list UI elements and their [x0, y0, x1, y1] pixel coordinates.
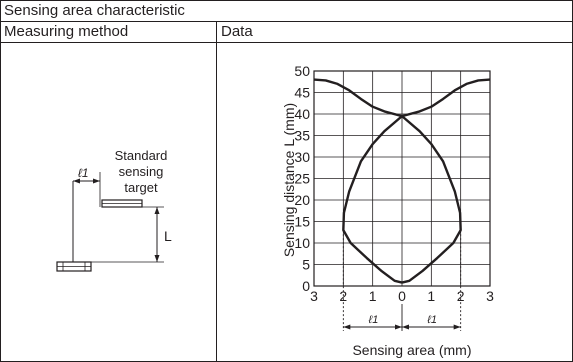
y-tick-label: 50 — [294, 63, 310, 79]
y-tick-label: 40 — [294, 106, 310, 122]
y-tick-label: 45 — [294, 85, 310, 101]
table-title: Sensing area characteristic — [4, 2, 185, 19]
l1-arrowhead — [402, 324, 409, 330]
method-l1-label: ℓ1 — [78, 166, 89, 180]
x-tick-label: 1 — [427, 288, 435, 304]
l1-arrowhead — [395, 324, 402, 330]
y-tick-label: 25 — [294, 171, 310, 187]
chart-xlabel: Sensing area (mm) — [352, 342, 471, 358]
l1-span-label-1: ℓ1 — [426, 314, 437, 326]
l1-arrowhead — [343, 324, 351, 330]
target-label-line-3: target — [124, 180, 158, 195]
series-curve-0 — [313, 78, 462, 284]
plot-frame — [313, 70, 491, 287]
series-curve-1 — [342, 78, 491, 284]
y-tick-label: 0 — [302, 278, 310, 294]
l1-span-label-0: ℓ1 — [368, 314, 379, 326]
y-tick-label: 35 — [294, 128, 310, 144]
x-tick-label: 0 — [398, 288, 406, 304]
target-label: Standard sensing target — [115, 148, 168, 195]
y-tick-label: 5 — [302, 257, 310, 273]
y-tick-label: 10 — [294, 235, 310, 251]
chart-ylabel: Sensing distance L (mm) — [281, 103, 297, 257]
column-header-method: Measuring method — [4, 23, 129, 40]
target-label-line-1: Standard — [115, 148, 168, 163]
x-tick-label: 3 — [310, 288, 318, 304]
method-distance-label: L — [164, 228, 172, 244]
y-tick-label: 20 — [294, 192, 310, 208]
y-tick-label: 15 — [294, 214, 310, 230]
l1-arrowhead — [453, 324, 461, 330]
column-header-data: Data — [221, 23, 253, 40]
x-tick-label: 3 — [486, 288, 494, 304]
measuring-method-diagram — [56, 172, 164, 272]
x-tick-label: 1 — [369, 288, 377, 304]
y-tick-label: 30 — [294, 149, 310, 165]
target-label-line-2: sensing — [119, 164, 164, 179]
